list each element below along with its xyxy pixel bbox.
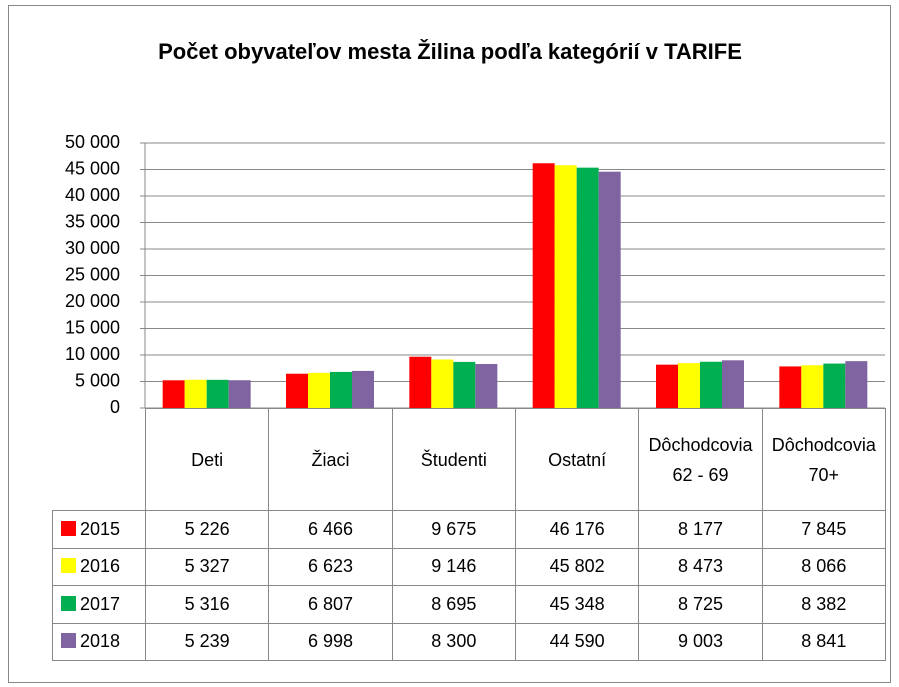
table-value: 6 998 [268, 622, 393, 661]
table-value: 5 226 [144, 510, 270, 549]
bar [431, 359, 454, 408]
legend-entry: 2017 [52, 585, 146, 624]
legend-swatch [61, 595, 76, 611]
bar [656, 364, 678, 408]
y-tick-label: 35 000 [65, 211, 120, 231]
table-value: 8 695 [391, 585, 516, 624]
legend-swatch [61, 558, 76, 574]
bar [184, 379, 207, 408]
bar [845, 361, 868, 408]
y-tick-label: 10 000 [65, 344, 120, 364]
legend-swatch [61, 633, 76, 649]
table-value: 8 177 [638, 510, 763, 549]
table-value: 8 725 [638, 585, 763, 624]
table-value: 8 473 [638, 547, 763, 586]
table-value: 44 590 [514, 622, 640, 661]
y-tick-label: 15 000 [65, 317, 120, 337]
table-value: 5 239 [144, 622, 270, 661]
x-tick-label: Deti [144, 408, 270, 511]
bar [453, 361, 476, 408]
legend-label: 2017 [80, 593, 121, 614]
y-tick-label: 40 000 [65, 185, 120, 205]
bar [554, 165, 577, 408]
legend-label: 2015 [80, 518, 121, 539]
y-tick-label: 50 000 [65, 132, 120, 152]
table-value: 8 066 [761, 547, 886, 586]
bar [308, 372, 330, 408]
bar [206, 379, 229, 408]
table-value: 8 382 [761, 585, 886, 624]
table-value: 45 802 [514, 547, 640, 586]
legend-entry: 2015 [52, 510, 146, 549]
chart-border [8, 5, 891, 683]
table-value: 8 300 [391, 622, 516, 661]
x-tick-label: Žiaci [268, 408, 393, 511]
bar [700, 361, 722, 408]
table-value: 8 841 [761, 622, 886, 661]
y-tick-label: 20 000 [65, 291, 120, 311]
bar [598, 171, 621, 408]
y-tick-label: 5 000 [75, 370, 120, 390]
table-value: 9 675 [391, 510, 516, 549]
y-tick-label: 0 [110, 397, 120, 417]
bar [286, 373, 308, 408]
data-table: Deti Žiaci Študenti Ostatní Dôchodcovia 62 -… [52, 408, 886, 661]
bar [352, 370, 374, 408]
x-tick-label: Dôchodcovia 70+ [761, 408, 886, 511]
table-row: 2017 5 316 6 807 8 695 45 348 8 725 8 382 [52, 585, 886, 624]
legend-label: 2018 [80, 631, 121, 652]
table-value: 5 327 [144, 547, 270, 586]
y-tick-label: 25 000 [65, 264, 120, 284]
bar [162, 380, 185, 408]
bar [228, 380, 251, 408]
table-corner [52, 408, 146, 511]
table-value: 5 316 [144, 585, 270, 624]
y-tick-label: 45 000 [65, 158, 120, 178]
bar [330, 371, 352, 408]
x-tick-label: Študenti [391, 408, 516, 511]
table-value: 6 466 [268, 510, 393, 549]
x-tick-label: Dôchodcovia 62 - 69 [638, 408, 763, 511]
bar [475, 364, 498, 408]
table-value: 9 003 [638, 622, 763, 661]
legend-entry: 2016 [52, 547, 146, 586]
bar [823, 363, 846, 408]
legend-swatch [61, 520, 76, 536]
y-tick-label: 30 000 [65, 238, 120, 258]
bar [532, 163, 555, 408]
table-row: 2018 5 239 6 998 8 300 44 590 9 003 8 841 [52, 622, 886, 661]
table-value: 9 146 [391, 547, 516, 586]
bar [678, 363, 700, 408]
table-header-row: Deti Žiaci Študenti Ostatní Dôchodcovia 62 -… [52, 408, 886, 511]
bar [779, 366, 802, 408]
legend-label: 2016 [80, 556, 121, 577]
legend-entry: 2018 [52, 622, 146, 661]
bar [801, 365, 824, 408]
table-value: 6 623 [268, 547, 393, 586]
table-row: 2016 5 327 6 623 9 146 45 802 8 473 8 066 [52, 547, 886, 586]
bar [409, 356, 432, 408]
bar [576, 167, 599, 408]
table-value: 46 176 [514, 510, 640, 549]
bar [722, 360, 744, 408]
x-tick-label: Ostatní [514, 408, 640, 511]
table-row: 2015 5 226 6 466 9 675 46 176 8 177 7 845 [52, 510, 886, 549]
table-value: 6 807 [268, 585, 393, 624]
chart-title: Počet obyvateľov mesta Žilina podľa kate… [158, 39, 742, 64]
table-value: 7 845 [761, 510, 886, 549]
table-value: 45 348 [514, 585, 640, 624]
